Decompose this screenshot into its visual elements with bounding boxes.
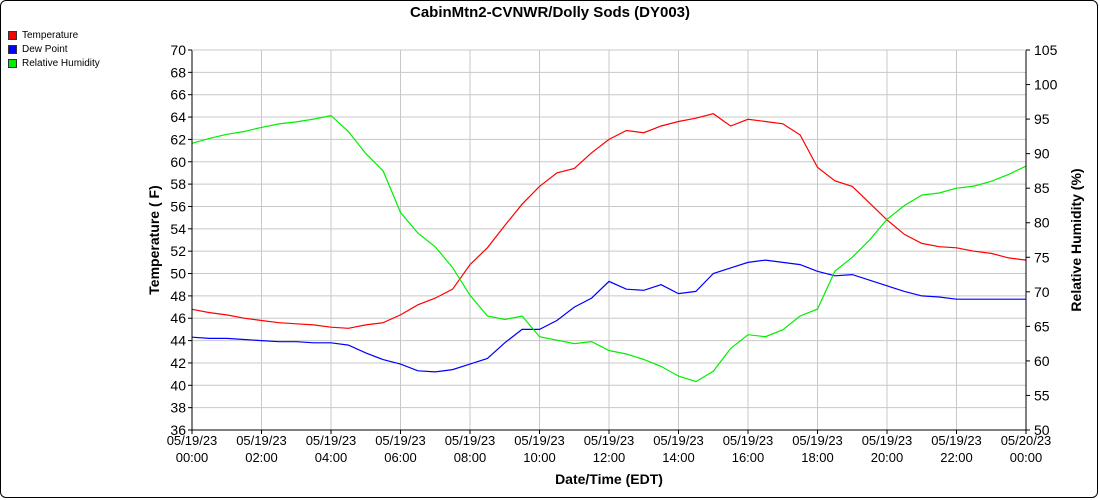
y-tick-label: 56 xyxy=(170,198,186,214)
y2-tick-label: 50 xyxy=(1034,422,1050,438)
x-tick-label-date: 05/19/23 xyxy=(723,433,774,448)
x-tick-label-date: 05/19/23 xyxy=(167,433,218,448)
x-tick-label-time: 04:00 xyxy=(315,450,348,465)
x-tick-label-time: 08:00 xyxy=(454,450,487,465)
x-tick-label-time: 00:00 xyxy=(1010,450,1043,465)
y-tick-label: 44 xyxy=(170,333,186,349)
y-tick-label: 50 xyxy=(170,266,186,282)
x-tick-label-date: 05/19/23 xyxy=(514,433,565,448)
x-tick-label-time: 20:00 xyxy=(871,450,904,465)
y2-tick-label: 60 xyxy=(1034,353,1050,369)
legend-swatch-relative-humidity xyxy=(8,58,17,68)
y2-axis-title: Relative Humidity (%) xyxy=(1068,168,1084,311)
grid-layer xyxy=(191,49,1027,431)
y2-tick-label: 95 xyxy=(1034,111,1050,127)
series-line-relative-humidity xyxy=(191,114,1027,383)
y-tick-label: 40 xyxy=(170,377,186,393)
legend-swatch-dew-point xyxy=(8,44,17,54)
series-layer xyxy=(191,113,1027,383)
x-tick-label-time: 02:00 xyxy=(245,450,278,465)
y2-tick-label: 80 xyxy=(1034,215,1050,231)
legend-item-temperature: Temperature xyxy=(8,28,100,42)
x-tick-label-time: 12:00 xyxy=(593,450,626,465)
x-tick-label-time: 10:00 xyxy=(523,450,556,465)
x-tick-label-time: 18:00 xyxy=(801,450,834,465)
y2-tick-label: 105 xyxy=(1034,42,1058,58)
legend-item-dew-point: Dew Point xyxy=(8,42,100,56)
y-tick-label: 62 xyxy=(170,131,186,147)
x-tick-label-date: 05/19/23 xyxy=(236,433,287,448)
x-tick-label-date: 05/19/23 xyxy=(306,433,357,448)
axis-layer: 36 38 40 42 44 46 48 50 52 54 56 58 60 62 64 66 68 70 50 55… xyxy=(167,42,1058,465)
legend-label-temperature: Temperature xyxy=(22,29,79,41)
chart-title: CabinMtn2-CVNWR/Dolly Sods (DY003) xyxy=(409,4,691,21)
y-tick-label: 52 xyxy=(170,243,186,259)
x-tick-label-date: 05/19/23 xyxy=(931,433,982,448)
x-tick-label-date: 05/20/23 xyxy=(1001,433,1052,448)
legend-swatch-temperature xyxy=(8,30,17,40)
x-tick-label-date: 05/19/23 xyxy=(653,433,704,448)
x-tick-label-time: 06:00 xyxy=(384,450,417,465)
y2-tick-label: 65 xyxy=(1034,318,1050,334)
y-tick-label: 66 xyxy=(170,87,186,103)
x-axis-title: Date/Time (EDT) xyxy=(555,471,663,487)
y-tick-label: 60 xyxy=(170,154,186,170)
y-tick-label: 38 xyxy=(170,400,186,416)
y2-tick-label: 85 xyxy=(1034,180,1050,196)
x-tick-label-date: 05/19/23 xyxy=(584,433,635,448)
y-tick-label: 54 xyxy=(170,221,186,237)
y-tick-label: 42 xyxy=(170,355,186,371)
x-tick-label-time: 22:00 xyxy=(940,450,973,465)
series-line-dew-point xyxy=(191,259,1026,373)
legend-item-relative-humidity: Relative Humidity xyxy=(8,56,100,70)
x-tick-label-date: 05/19/23 xyxy=(375,433,426,448)
legend: Temperature Dew Point Relative Humidity xyxy=(8,28,100,70)
legend-label-relative-humidity: Relative Humidity xyxy=(22,57,100,69)
y-tick-label: 46 xyxy=(170,310,186,326)
y-tick-label: 64 xyxy=(170,109,186,125)
y-tick-label: 68 xyxy=(170,64,186,80)
x-tick-label-date: 05/19/23 xyxy=(792,433,843,448)
y2-tick-label: 90 xyxy=(1034,146,1050,162)
y2-tick-label: 70 xyxy=(1034,284,1050,300)
y2-tick-label: 100 xyxy=(1034,77,1058,93)
y-tick-label: 70 xyxy=(170,42,186,58)
y2-tick-label: 55 xyxy=(1034,387,1050,403)
legend-label-dew-point: Dew Point xyxy=(22,43,68,55)
y-tick-label: 48 xyxy=(170,288,186,304)
x-tick-label-time: 16:00 xyxy=(732,450,765,465)
y-axis-title: Temperature ( F) xyxy=(146,185,162,294)
y2-tick-label: 75 xyxy=(1034,249,1050,265)
x-tick-label-time: 00:00 xyxy=(176,450,209,465)
x-tick-label-date: 05/19/23 xyxy=(445,433,496,448)
y-tick-label: 58 xyxy=(170,176,186,192)
y-tick-label: 36 xyxy=(170,422,186,438)
x-tick-label-time: 14:00 xyxy=(662,450,695,465)
x-tick-label-date: 05/19/23 xyxy=(862,433,913,448)
